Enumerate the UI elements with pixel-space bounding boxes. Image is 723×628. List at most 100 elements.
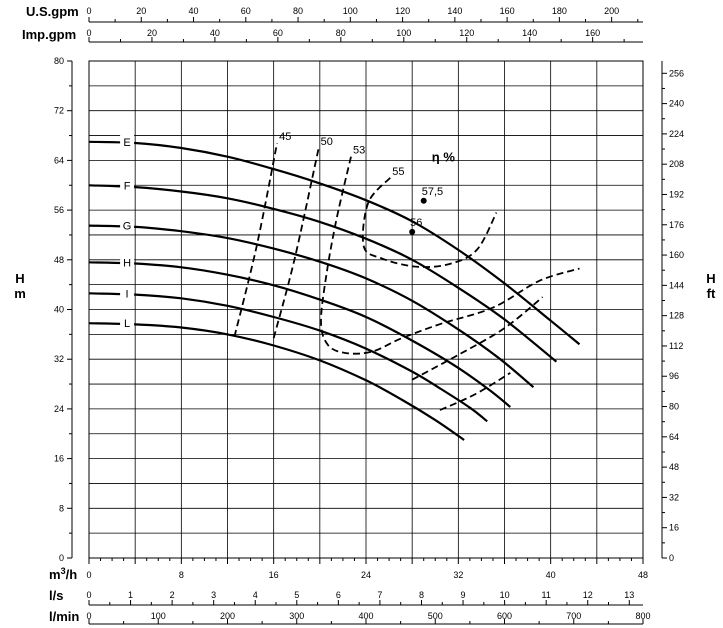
axis-tick-label: 48 bbox=[669, 462, 679, 472]
axis-tick-label: 7 bbox=[377, 590, 382, 600]
pump-curve-H bbox=[88, 261, 511, 408]
axis-tick-label: 1 bbox=[128, 590, 133, 600]
axis-label-h-m: H bbox=[15, 271, 24, 286]
axis-tick-label: 20 bbox=[147, 28, 157, 38]
axis-tick-label: 100 bbox=[151, 611, 166, 621]
axis-label-ls: l/s bbox=[49, 588, 63, 603]
axis-tick-label: 0 bbox=[86, 590, 91, 600]
chart-grid bbox=[88, 60, 644, 559]
axis-tick-label: 24 bbox=[361, 570, 371, 580]
efficiency-curves bbox=[233, 142, 580, 411]
axis-tick-label: 60 bbox=[273, 28, 283, 38]
axis-tick-label: 24 bbox=[54, 404, 64, 414]
axis-tick-label: 64 bbox=[669, 432, 679, 442]
axis-tick-label: 0 bbox=[86, 28, 91, 38]
curve-label-G: G bbox=[123, 221, 132, 233]
curve-label-F: F bbox=[124, 180, 131, 192]
chart-labels: E F G H I L 45 50 53 55 57,5 56 η % bbox=[120, 131, 456, 331]
axis-tick-label: 600 bbox=[497, 611, 512, 621]
axis-tick-label: 100 bbox=[396, 28, 411, 38]
axis-tick-label: 12 bbox=[583, 590, 593, 600]
axis-label-h-m-unit: m bbox=[14, 286, 26, 301]
axis-tick-label: 160 bbox=[669, 250, 684, 260]
axis-tick-label: 40 bbox=[54, 305, 64, 315]
pump-curve-G bbox=[88, 224, 535, 389]
axis-tick-label: 10 bbox=[500, 590, 510, 600]
axis-tick-label: 144 bbox=[669, 280, 684, 290]
curve-label-H: H bbox=[123, 257, 131, 269]
axis-tick-label: 112 bbox=[669, 341, 683, 351]
axis-tick-label: 8 bbox=[419, 590, 424, 600]
efficiency-curve-45 bbox=[233, 142, 278, 338]
efficiency-curve-53 bbox=[320, 156, 580, 355]
axis-label-us-gpm: U.S.gpm bbox=[26, 4, 79, 19]
curve-label-bg bbox=[120, 286, 135, 301]
axis-tick-label: 500 bbox=[428, 611, 443, 621]
efficiency-curve-53-lower-branch- bbox=[439, 372, 511, 411]
efficiency-point-label: 57,5 bbox=[422, 186, 443, 198]
axis-tick-label: 300 bbox=[289, 611, 304, 621]
axis-tick-label: 6 bbox=[336, 590, 341, 600]
pump-curve-I bbox=[88, 292, 488, 423]
axis-tick-label: 200 bbox=[604, 6, 619, 16]
efficiency-legend-label: η % bbox=[432, 150, 456, 165]
efficiency-curve-50 bbox=[272, 147, 320, 339]
axis-tick-label: 64 bbox=[54, 155, 64, 165]
axis-label-lmin: l/min bbox=[49, 609, 79, 624]
axis-tick-label: 80 bbox=[336, 28, 346, 38]
axis-tick-label: 0 bbox=[86, 6, 91, 16]
axis-tick-label: 48 bbox=[638, 570, 648, 580]
axis-tick-label: 120 bbox=[395, 6, 410, 16]
axis-tick-label: 192 bbox=[669, 189, 684, 199]
axis-tick-label: 32 bbox=[669, 492, 679, 502]
axis-tick-label: 56 bbox=[54, 205, 64, 215]
axis-tick-label: 160 bbox=[500, 6, 515, 16]
axis-tick-label: 72 bbox=[54, 106, 64, 116]
curve-label-L: L bbox=[124, 318, 130, 330]
efficiency-point bbox=[420, 197, 427, 204]
efficiency-curve-55-lower-branch- bbox=[411, 296, 544, 381]
efficiency-point-label: 56 bbox=[410, 217, 422, 229]
axis-tick-label: 8 bbox=[59, 503, 64, 513]
curve-label-bg bbox=[120, 255, 135, 270]
curve-label-bg bbox=[120, 218, 135, 233]
axis-tick-label: 48 bbox=[54, 255, 64, 265]
axis-tick-label: 128 bbox=[669, 311, 684, 321]
axis-tick-label: 16 bbox=[269, 570, 279, 580]
axis-tick-label: 16 bbox=[54, 454, 64, 464]
axis-tick-label: 0 bbox=[86, 611, 91, 621]
axis-tick-label: 400 bbox=[358, 611, 373, 621]
axis-tick-label: 0 bbox=[669, 553, 674, 563]
axis-tick-label: 9 bbox=[461, 590, 466, 600]
axis-tick-label: 0 bbox=[59, 553, 64, 563]
axis-tick-label: 40 bbox=[189, 6, 199, 16]
axis-tick-label: 80 bbox=[54, 56, 64, 66]
curve-label-bg bbox=[120, 134, 135, 149]
axis-label-h-ft-unit: ft bbox=[707, 286, 716, 301]
axis-tick-label: 0 bbox=[86, 570, 91, 580]
axis-tick-label: 80 bbox=[669, 402, 679, 412]
axis-tick-label: 2 bbox=[170, 590, 175, 600]
axis-tick-label: 256 bbox=[669, 68, 684, 78]
pump-curves bbox=[88, 140, 581, 441]
axis-tick-label: 224 bbox=[669, 129, 684, 139]
axis-tick-label: 140 bbox=[447, 6, 462, 16]
axis-label-imp-gpm: Imp.gpm bbox=[22, 27, 76, 42]
axis-tick-label: 4 bbox=[253, 590, 258, 600]
axis-tick-label: 3 bbox=[211, 590, 216, 600]
axis-tick-label: 100 bbox=[343, 6, 358, 16]
axis-tick-label: 700 bbox=[566, 611, 581, 621]
axis-tick-label: 96 bbox=[669, 371, 679, 381]
efficiency-label-45: 45 bbox=[279, 131, 291, 143]
axis-tick-label: 32 bbox=[54, 354, 64, 364]
axis-tick-label: 13 bbox=[624, 590, 634, 600]
axis-label-m3h: m3/h bbox=[49, 566, 77, 582]
axis-tick-label: 40 bbox=[210, 28, 220, 38]
pump-curve-L bbox=[88, 322, 465, 441]
curve-label-bg bbox=[120, 178, 135, 193]
axis-tick-label: 5 bbox=[294, 590, 299, 600]
axis-tick-label: 16 bbox=[669, 523, 679, 533]
pump-curve-E bbox=[88, 140, 581, 346]
